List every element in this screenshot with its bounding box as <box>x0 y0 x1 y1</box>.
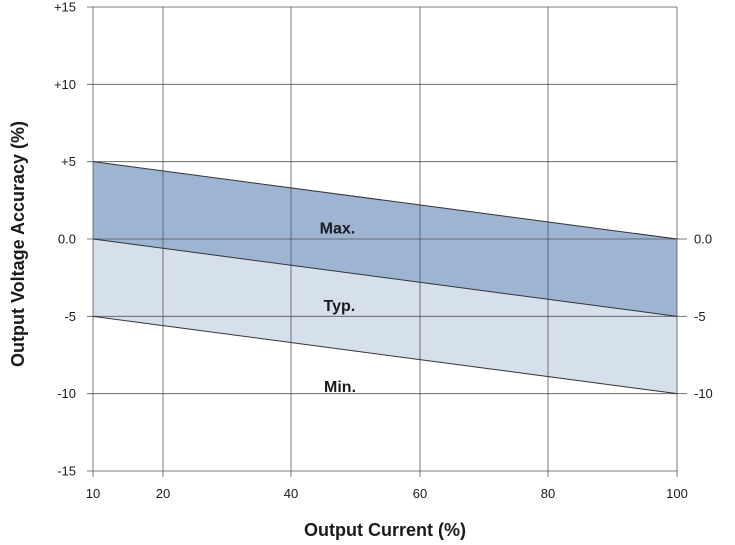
y-tick-label: -5 <box>64 309 76 324</box>
y-tick-label: +5 <box>61 154 76 169</box>
x-axis-title: Output Current (%) <box>304 520 466 540</box>
right-y-tick-label: 0.0 <box>694 232 712 247</box>
y-tick-label: +10 <box>54 77 76 92</box>
right-y-tick-label: -10 <box>694 386 713 401</box>
y-tick-label: +15 <box>54 0 76 15</box>
series-label-max: Max. <box>320 221 356 238</box>
x-tick-label: 20 <box>156 486 170 501</box>
x-tick-label: 10 <box>86 486 100 501</box>
y-tick-label: -15 <box>57 464 76 479</box>
y-axis-title: Output Voltage Accuracy (%) <box>8 121 28 367</box>
right-y-tick-label: -5 <box>694 309 706 324</box>
y-tick-label: -10 <box>57 386 76 401</box>
x-tick-label: 60 <box>413 486 427 501</box>
series-label-typ: Typ. <box>324 298 356 315</box>
series-label-min: Min. <box>324 379 356 396</box>
x-tick-label: 100 <box>666 486 688 501</box>
x-tick-label: 40 <box>284 486 298 501</box>
y-tick-label: 0.0 <box>58 232 76 247</box>
x-tick-label: 80 <box>541 486 555 501</box>
series-line-max <box>92 161 678 240</box>
series-line-typ <box>92 238 678 317</box>
series-line-min <box>92 315 678 395</box>
